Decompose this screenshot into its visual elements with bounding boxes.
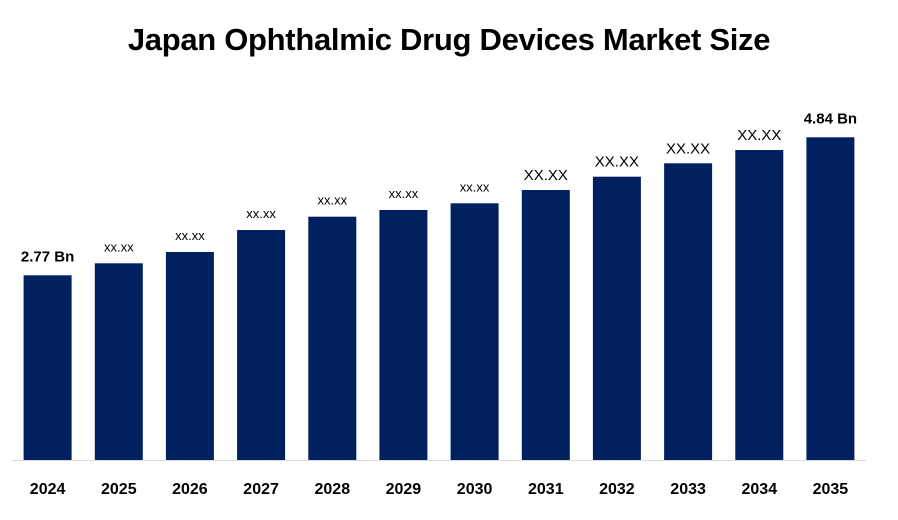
- x-tick-label-2029: 2029: [386, 481, 422, 498]
- bar-2030: [450, 203, 499, 461]
- x-tick-label-2031: 2031: [528, 481, 564, 498]
- bar-2033: [664, 163, 713, 461]
- bar-2032: [592, 176, 641, 460]
- x-tick-label-2027: 2027: [243, 481, 279, 498]
- x-tick-label-2025: 2025: [101, 481, 137, 498]
- bar-2024: [23, 275, 72, 460]
- bar-2031: [521, 190, 570, 460]
- bar-2025: [94, 263, 143, 460]
- x-tick-label-2034: 2034: [742, 481, 778, 498]
- bar-2035: [806, 137, 855, 461]
- chart-title: Japan Ophthalmic Drug Devices Market Siz…: [127, 22, 771, 57]
- data-label-2027: xx.xx: [246, 206, 276, 221]
- bar-2027: [237, 230, 286, 460]
- data-label-2028: xx.xx: [317, 193, 347, 208]
- data-label-2034: XX.XX: [737, 127, 781, 144]
- x-tick-label-2032: 2032: [599, 481, 635, 498]
- data-label-2026: xx.xx: [175, 228, 205, 243]
- bar-2026: [165, 252, 214, 460]
- bar-2029: [379, 210, 428, 460]
- bar-2028: [308, 216, 357, 460]
- bar-2034: [735, 150, 784, 460]
- data-label-2032: XX.XX: [595, 154, 639, 171]
- x-tick-label-2033: 2033: [670, 481, 706, 498]
- data-label-2031: XX.XX: [524, 167, 568, 184]
- data-label-2024: 2.77 Bn: [21, 248, 74, 265]
- data-labels-layer: 2.77 Bn xx.xx xx.xx xx.xx xx.xx xx.xx xx.xx XX.…: [21, 110, 857, 265]
- data-label-2025: xx.xx: [104, 239, 134, 254]
- x-tick-label-2035: 2035: [813, 481, 849, 498]
- x-tick-labels-layer: 2024 2025 2026 2027 2028 2029 2030 2031 2032 2033…: [30, 481, 848, 498]
- data-label-2035: 4.84 Bn: [804, 110, 857, 127]
- bars-layer: [23, 137, 855, 461]
- x-tick-label-2028: 2028: [315, 481, 351, 498]
- x-tick-label-2024: 2024: [30, 481, 66, 498]
- x-tick-label-2026: 2026: [172, 481, 208, 498]
- data-label-2030: xx.xx: [460, 179, 490, 194]
- data-label-2033: XX.XX: [666, 140, 710, 157]
- data-label-2029: xx.xx: [389, 186, 419, 201]
- x-tick-label-2030: 2030: [457, 481, 493, 498]
